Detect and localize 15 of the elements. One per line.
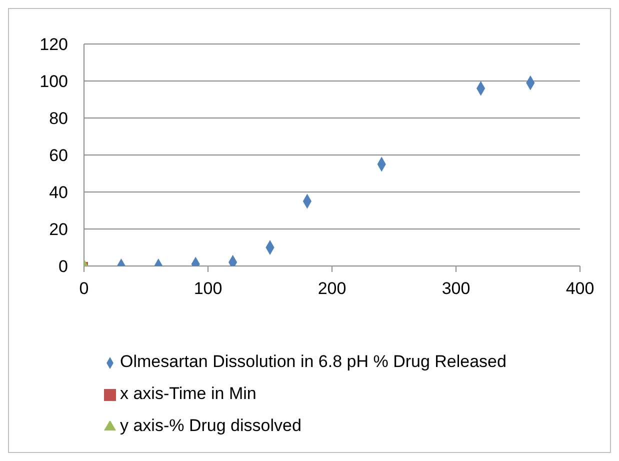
x-tick-label: 400 bbox=[566, 279, 594, 298]
legend-label: Olmesartan Dissolution in 6.8 pH % Drug Released bbox=[120, 352, 506, 371]
y-tick-label: 100 bbox=[40, 72, 68, 92]
x-tick-label: 100 bbox=[194, 279, 222, 298]
y-tick-label: 80 bbox=[49, 109, 68, 128]
legend-label: x axis-Time in Min bbox=[120, 384, 256, 403]
x-tick-label: 200 bbox=[318, 279, 346, 298]
y-tick-label: 40 bbox=[49, 183, 68, 202]
y-tick-label: 0 bbox=[58, 257, 68, 276]
x-tick-label: 0 bbox=[79, 279, 89, 298]
y-tick-label: 60 bbox=[49, 146, 68, 166]
legend-label: y axis-% Drug dissolved bbox=[120, 416, 302, 435]
x-tick-label: 300 bbox=[442, 279, 470, 298]
y-tick-label: 20 bbox=[49, 220, 68, 240]
y-tick-label: 120 bbox=[40, 35, 68, 54]
